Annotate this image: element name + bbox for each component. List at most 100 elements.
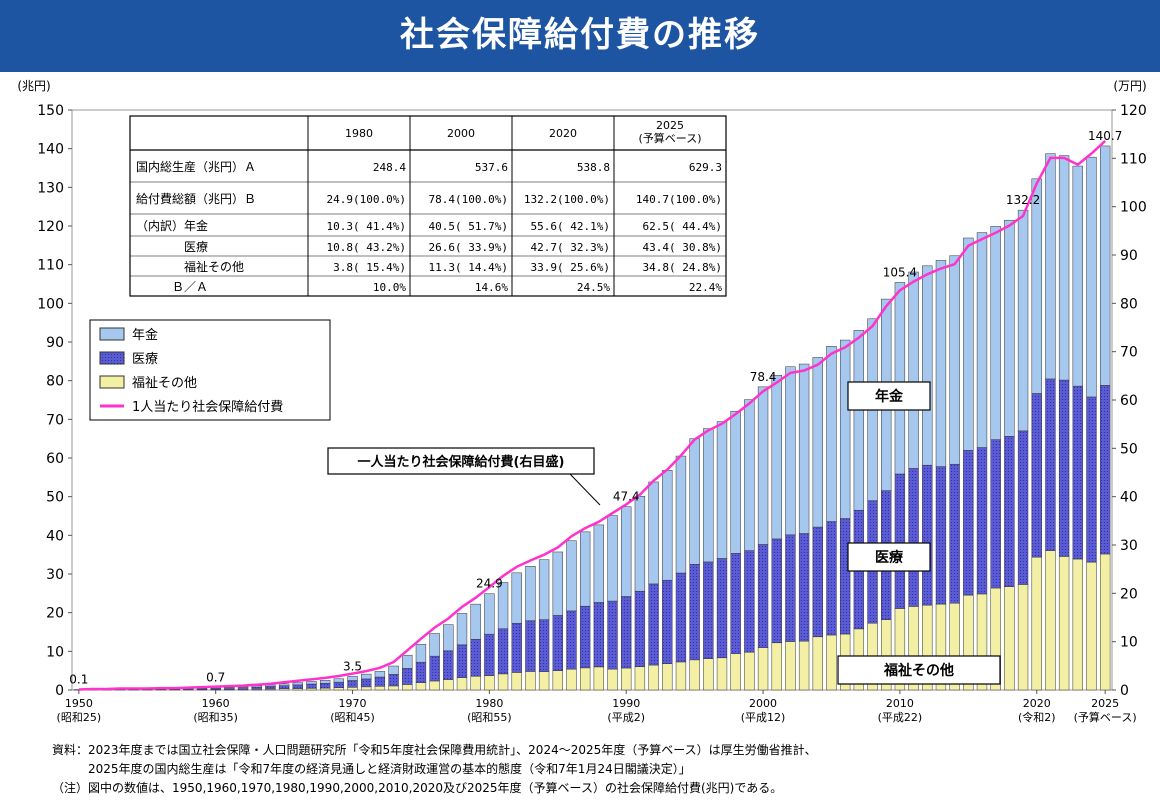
bar-welfare xyxy=(648,664,659,691)
bar-medical xyxy=(388,674,399,687)
bar-medical xyxy=(757,544,769,648)
bar-welfare xyxy=(443,679,454,691)
source-note-2: 2025年度の国内総生産は「令和7年度の経済見通しと経済財政運営の基本的態度（令… xyxy=(52,762,691,776)
x-tick-label: 1990 xyxy=(612,697,640,710)
table-header: 2025 xyxy=(656,119,684,132)
bar-welfare xyxy=(579,667,591,691)
bar-welfare xyxy=(511,672,522,691)
bar-pension xyxy=(648,481,659,585)
bar-pension xyxy=(319,680,331,684)
bar-pension xyxy=(525,566,536,621)
bar-welfare xyxy=(675,661,687,691)
bar-pension xyxy=(347,676,358,681)
bar-medical xyxy=(579,605,591,669)
left-tick-label: 80 xyxy=(46,374,64,390)
bar-medical xyxy=(538,619,550,673)
bar-pension xyxy=(744,399,755,551)
bar-pension xyxy=(456,613,468,646)
left-tick-label: 120 xyxy=(37,219,64,235)
right-tick-label: 70 xyxy=(1120,345,1138,361)
bar-welfare xyxy=(306,688,317,691)
bar-welfare xyxy=(744,651,755,691)
x-tick-label: 1960 xyxy=(202,697,230,710)
right-tick-label: 50 xyxy=(1120,441,1138,457)
value-label: 140.7 xyxy=(1088,129,1122,143)
bar-pension xyxy=(1058,155,1070,381)
bar-pension xyxy=(689,438,700,565)
bar-medical xyxy=(456,644,468,679)
bar-medical xyxy=(908,468,919,607)
bar-pension xyxy=(963,237,974,451)
bar-welfare xyxy=(703,658,714,691)
bar-pension xyxy=(402,654,413,669)
bar-medical xyxy=(621,596,632,669)
bar-medical xyxy=(470,639,481,677)
legend-swatch xyxy=(99,375,125,389)
table-header: 1980 xyxy=(345,127,373,140)
bar-welfare xyxy=(757,647,769,691)
per-capita-line xyxy=(78,139,1107,691)
bar-welfare xyxy=(1017,584,1029,691)
bar-pension xyxy=(607,515,618,602)
table-cell: 62.5( 44.4%) xyxy=(643,220,722,233)
bar-medical xyxy=(675,572,687,663)
bar-medical xyxy=(798,533,810,642)
right-tick-label: 0 xyxy=(1120,683,1129,699)
bar-medical xyxy=(771,538,782,644)
bar-medical xyxy=(278,685,290,690)
bar-pension xyxy=(949,255,960,465)
x-tick-sublabel: (令和2) xyxy=(1018,710,1056,724)
table-cell: 40.5( 51.7%) xyxy=(429,220,508,233)
welfare-callout-box xyxy=(837,655,1001,685)
bar-welfare xyxy=(812,636,823,691)
bar-pension xyxy=(1086,156,1097,398)
table-cell: 14.6% xyxy=(475,281,508,294)
bar-pension xyxy=(415,644,427,663)
left-tick-label: 140 xyxy=(37,142,64,158)
bar-pension xyxy=(785,366,796,536)
bar-medical xyxy=(976,447,988,595)
bar-pension xyxy=(1045,153,1056,380)
left-tick-label: 150 xyxy=(37,103,64,119)
summary-table xyxy=(129,115,727,297)
bar-pension xyxy=(1072,165,1083,387)
bar-medical xyxy=(894,473,906,609)
value-label: 78.4 xyxy=(750,370,777,384)
legend-swatch xyxy=(99,327,125,341)
bar-pension xyxy=(1099,145,1111,386)
bar-medical xyxy=(689,564,700,661)
right-tick-label: 10 xyxy=(1120,635,1138,651)
table-cell: 78.4(100.0%) xyxy=(429,193,508,206)
table-row-label: 国内総生産（兆円）Ａ xyxy=(136,159,256,174)
table-header: (予算ベース) xyxy=(638,131,701,145)
bar-medical xyxy=(1099,385,1111,555)
bar-medical xyxy=(963,450,974,596)
value-label: 3.5 xyxy=(343,659,362,673)
bar-welfare xyxy=(484,675,495,691)
bar-medical xyxy=(552,615,563,671)
bar-medical xyxy=(990,439,1001,589)
bar-welfare xyxy=(402,684,413,691)
bar-medical xyxy=(484,633,495,676)
left-tick-label: 10 xyxy=(46,644,64,660)
bar-welfare xyxy=(374,686,386,691)
bar-medical xyxy=(251,686,262,690)
x-tick-label: 2025 xyxy=(1091,697,1119,710)
bar-welfare xyxy=(552,670,563,691)
bar-pension xyxy=(292,682,303,686)
table-cell: 24.5% xyxy=(577,281,610,294)
x-tick-label: 2010 xyxy=(886,697,914,710)
bar-pension xyxy=(621,506,632,597)
bar-welfare xyxy=(497,673,509,691)
value-label: 24.9 xyxy=(476,577,503,591)
right-tick-label: 20 xyxy=(1120,586,1138,602)
bar-welfare xyxy=(1099,553,1111,691)
table-row-label: 医療 xyxy=(136,240,208,254)
bar-welfare xyxy=(716,657,728,691)
bar-pension xyxy=(388,665,399,675)
table-cell: 33.9( 25.6%) xyxy=(531,261,610,274)
bar-medical xyxy=(1045,378,1056,551)
value-label: 0.7 xyxy=(206,670,225,684)
per-capita-callout-pointer xyxy=(569,473,601,506)
